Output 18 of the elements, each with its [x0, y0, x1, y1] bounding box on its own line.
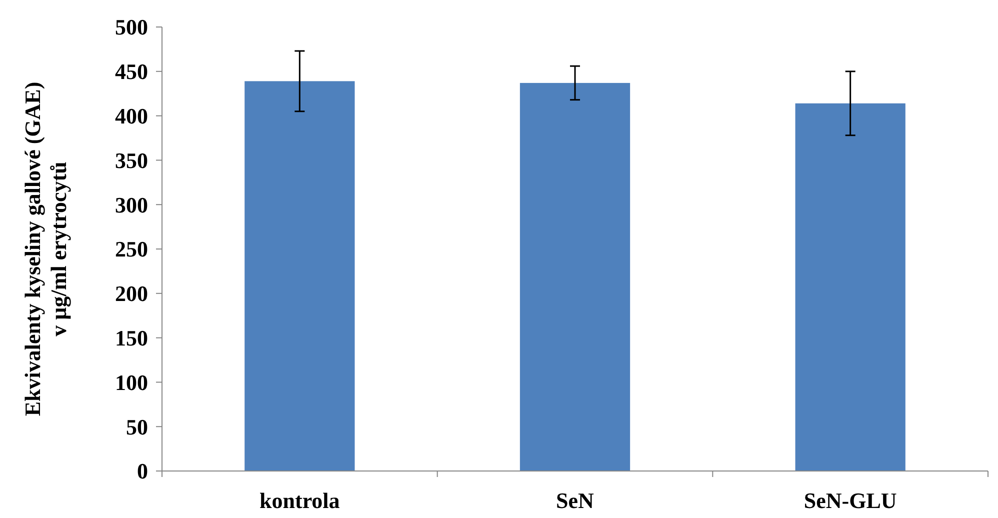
y-axis-title: Ekvivalenty kyseliny gallové (GAE) v µg/ml erytrocytů — [20, 82, 71, 416]
y-tick-label: 300 — [115, 192, 148, 218]
bar — [244, 81, 355, 471]
bar — [520, 82, 630, 471]
y-tick-label: 350 — [115, 148, 148, 173]
y-tick-label: 450 — [115, 59, 148, 84]
y-tick-label: 400 — [115, 104, 148, 128]
y-tick-label: 100 — [115, 370, 148, 395]
x-tick-label: SeN — [556, 488, 594, 513]
y-tick-label: 50 — [126, 414, 148, 440]
x-tick-label: SeN-GLU — [804, 488, 897, 513]
y-tick-label: 0 — [137, 458, 148, 484]
x-tick-label: kontrola — [260, 488, 340, 513]
y-tick-label: 250 — [115, 236, 148, 262]
y-tick-label: 500 — [115, 14, 148, 40]
y-tick-label: 150 — [115, 326, 148, 350]
bar — [795, 103, 906, 471]
y-tick-label: 200 — [115, 281, 148, 306]
